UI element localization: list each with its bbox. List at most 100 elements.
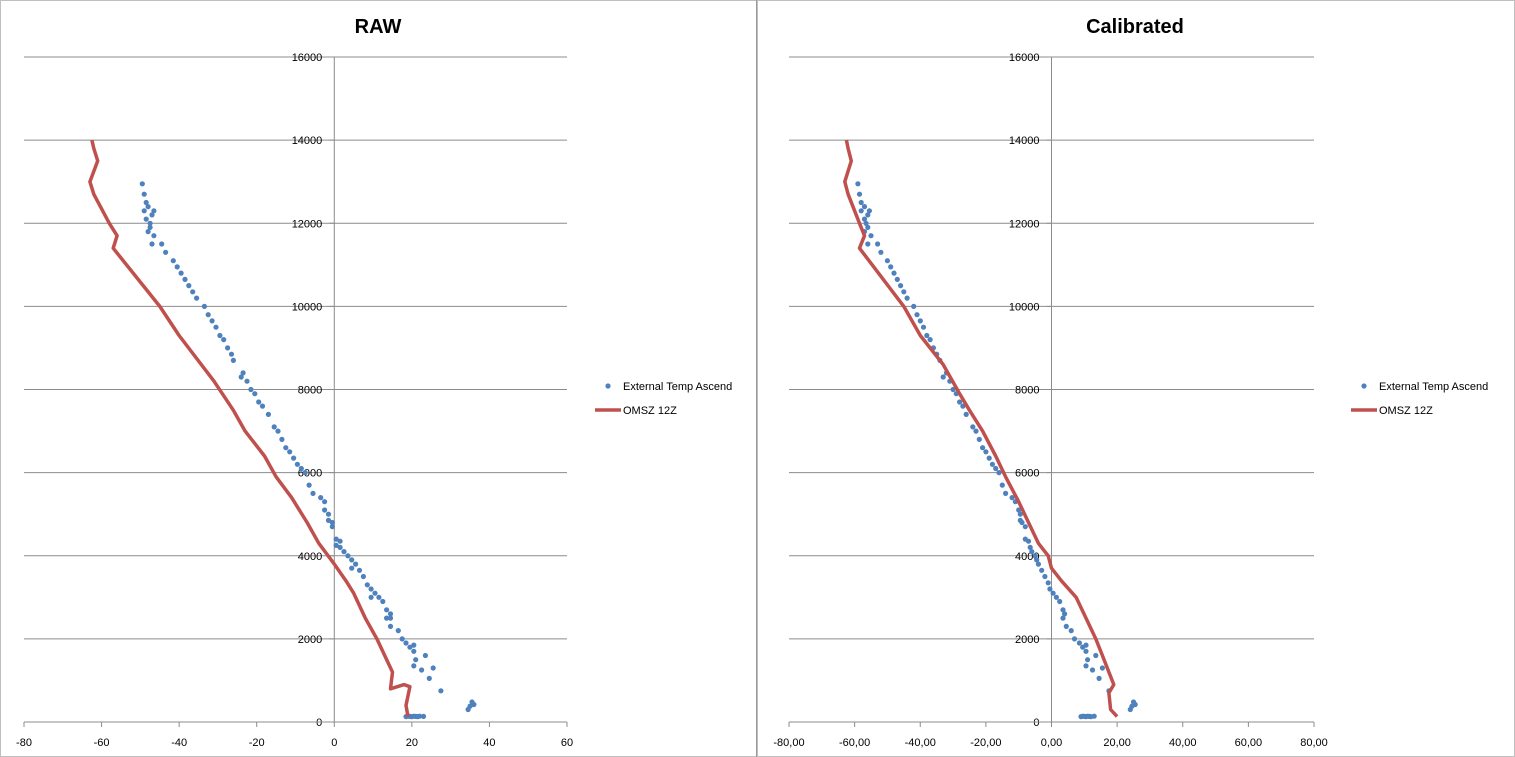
data-point: [380, 598, 386, 605]
x-tick-label: 40: [483, 737, 495, 749]
data-point: [302, 470, 308, 476]
data-point: [856, 191, 863, 197]
data-point: [349, 565, 355, 571]
data-point: [1042, 573, 1048, 580]
data-point: [353, 561, 359, 567]
y-tick-label: 4000: [1015, 551, 1039, 563]
y-tick-label: 8000: [298, 385, 322, 397]
data-point: [186, 283, 192, 289]
data-point: [1060, 607, 1066, 613]
data-point: [878, 249, 884, 255]
y-tick-label: 8000: [1015, 385, 1039, 397]
data-point: [228, 351, 235, 357]
x-tick-label: -40,00: [905, 737, 936, 749]
data-point: [901, 289, 907, 295]
data-point: [940, 374, 946, 380]
data-point: [291, 455, 297, 461]
data-point: [151, 233, 157, 239]
data-point: [1045, 580, 1051, 586]
data-point: [1099, 665, 1105, 671]
data-point: [865, 241, 871, 247]
data-point: [426, 675, 432, 682]
y-tick-label: 2000: [298, 634, 322, 646]
data-point: [225, 345, 231, 351]
y-tick-label: 6000: [1015, 468, 1039, 480]
data-point: [205, 312, 211, 318]
series-line-omsz: [843, 139, 1119, 718]
data-point: [980, 445, 986, 451]
data-point: [387, 615, 394, 621]
data-point: [182, 276, 188, 282]
data-point: [1027, 544, 1033, 551]
legend-dot-marker: [605, 383, 611, 389]
data-point: [1053, 594, 1059, 600]
data-point: [275, 428, 281, 434]
data-point: [399, 636, 405, 642]
data-point: [861, 204, 868, 210]
data-point: [149, 241, 155, 247]
data-point: [1039, 567, 1045, 573]
data-point: [1016, 507, 1022, 513]
data-point: [322, 507, 328, 513]
data-point: [238, 374, 244, 380]
data-point: [403, 640, 409, 646]
data-point: [430, 665, 436, 671]
data-point: [865, 224, 871, 230]
data-point: [1060, 615, 1066, 621]
data-point: [976, 436, 982, 442]
data-point: [322, 499, 328, 505]
data-point: [333, 536, 339, 542]
data-point: [1129, 703, 1135, 709]
data-point: [147, 220, 153, 226]
y-tick-label: 14000: [292, 135, 323, 147]
data-point: [1071, 636, 1078, 642]
data-point: [259, 403, 266, 409]
data-point: [372, 590, 378, 596]
data-point: [858, 199, 864, 206]
data-point: [141, 191, 147, 197]
data-point: [325, 517, 332, 524]
data-point: [438, 688, 444, 694]
data-point: [145, 229, 151, 235]
data-point: [411, 642, 417, 648]
data-point: [333, 542, 339, 549]
data-point: [143, 216, 149, 222]
legend-label: External Temp Ascend: [623, 381, 732, 393]
data-point: [201, 303, 207, 309]
data-point: [384, 607, 390, 613]
data-point: [963, 411, 969, 417]
data-point: [891, 270, 897, 276]
data-point: [213, 324, 219, 330]
data-point: [387, 611, 394, 617]
chart-raw: RAW0200040006000800010000120001400016000…: [16, 16, 732, 749]
data-point: [395, 628, 401, 634]
data-point: [271, 424, 277, 430]
x-tick-label: 40,00: [1169, 737, 1197, 749]
data-point: [298, 465, 304, 472]
data-point: [306, 482, 312, 488]
chart-calibrated: Calibrated 0 2000 4000 6000 8000 10000 12000 140…: [773, 16, 1488, 749]
data-point: [1050, 590, 1056, 596]
data-point: [387, 623, 394, 630]
data-point: [1022, 536, 1028, 542]
y-tick-label: 10000: [1009, 301, 1040, 313]
data-point: [1022, 524, 1028, 530]
data-point: [865, 212, 871, 218]
data-point: [917, 318, 923, 324]
data-point: [413, 657, 419, 663]
data-point: [1083, 648, 1089, 654]
data-point: [1047, 586, 1053, 592]
data-point: [337, 538, 343, 544]
data-point: [310, 490, 316, 496]
legend-label: OMSZ 12Z: [1379, 405, 1433, 417]
data-point: [1089, 667, 1096, 673]
data-point: [1093, 652, 1099, 659]
data-point: [927, 337, 933, 343]
data-point: [999, 482, 1005, 488]
data-point: [894, 276, 900, 282]
x-tick-label: -80,00: [773, 737, 804, 749]
y-tick-label: 16000: [1009, 52, 1040, 64]
data-point: [349, 557, 355, 563]
data-point: [360, 573, 366, 580]
data-point: [868, 233, 874, 239]
